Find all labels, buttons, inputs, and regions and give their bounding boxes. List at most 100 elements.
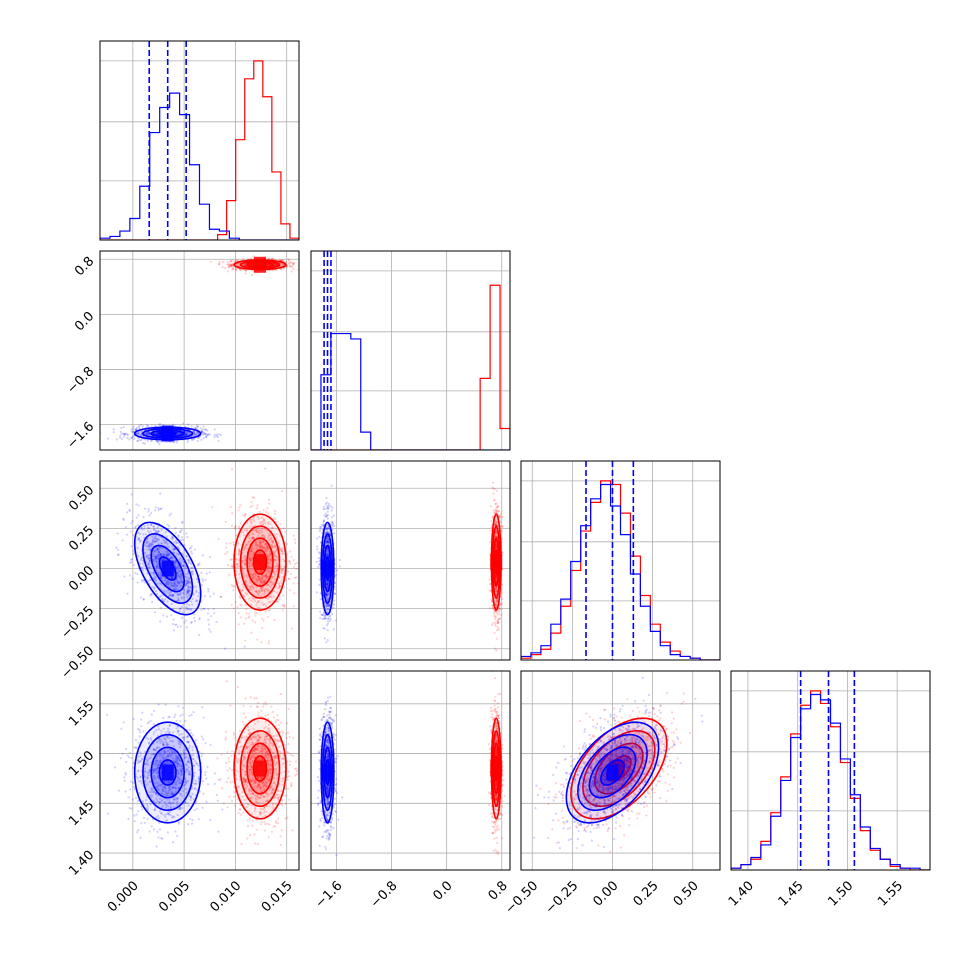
panel-2-1 xyxy=(310,460,511,661)
sample-point xyxy=(128,574,132,577)
sample-point xyxy=(132,428,135,431)
sample-point xyxy=(141,580,144,583)
sample-point xyxy=(274,517,277,520)
sample-point xyxy=(495,599,498,602)
sample-point xyxy=(498,515,501,518)
sample-point xyxy=(241,567,244,570)
sample-point xyxy=(148,543,151,546)
sample-point xyxy=(257,589,261,592)
sample-point xyxy=(258,531,261,535)
sample-point xyxy=(259,540,262,543)
sample-point xyxy=(258,517,261,520)
sample-point xyxy=(191,438,194,441)
sample-point xyxy=(141,528,144,531)
sample-point xyxy=(497,617,500,621)
sample-point xyxy=(265,575,268,578)
sample-point xyxy=(148,433,151,436)
sample-point xyxy=(187,432,190,435)
sample-point xyxy=(212,592,215,595)
sample-point xyxy=(165,580,169,583)
sample-point xyxy=(250,603,253,607)
sample-point xyxy=(194,585,198,588)
sample-point xyxy=(267,498,271,501)
sample-point xyxy=(154,534,157,537)
sample-point xyxy=(225,546,228,549)
sample-point xyxy=(175,585,179,588)
sample-point xyxy=(157,553,160,556)
sample-point xyxy=(230,268,234,271)
sample-point xyxy=(213,666,215,668)
sample-point xyxy=(209,595,212,598)
sample-point xyxy=(192,437,196,441)
sample-point xyxy=(151,600,154,604)
sample-point xyxy=(160,553,163,557)
sample-point xyxy=(282,263,286,267)
sample-point xyxy=(257,594,260,597)
sample-point xyxy=(190,425,193,428)
sample-point xyxy=(167,583,170,586)
sample-point xyxy=(282,263,286,266)
sample-point xyxy=(226,260,229,264)
sample-point xyxy=(324,515,328,518)
sample-point xyxy=(258,510,261,513)
sample-point xyxy=(303,262,305,264)
sample-point xyxy=(179,584,182,588)
sample-point xyxy=(257,592,260,595)
sample-point xyxy=(325,583,329,587)
sample-point xyxy=(129,530,132,533)
sample-point xyxy=(148,554,151,557)
sample-point xyxy=(148,432,151,436)
sample-point xyxy=(170,602,173,605)
sample-point xyxy=(137,538,140,541)
sample-point xyxy=(173,580,176,583)
sample-point xyxy=(275,263,279,266)
sample-point xyxy=(268,538,271,542)
sample-point xyxy=(292,268,295,271)
sample-point xyxy=(278,258,281,261)
sample-point xyxy=(126,436,129,439)
sample-point xyxy=(196,436,200,439)
sample-point xyxy=(254,542,257,545)
sample-point xyxy=(495,489,499,492)
sample-point xyxy=(184,567,187,570)
sample-point xyxy=(269,543,272,546)
sample-point xyxy=(154,535,157,538)
sample-point xyxy=(149,542,153,545)
sample-point xyxy=(152,576,155,579)
sample-point xyxy=(159,424,162,427)
sample-point xyxy=(235,563,238,566)
sample-point xyxy=(198,562,201,565)
sample-point xyxy=(178,593,181,597)
sample-point xyxy=(249,556,252,559)
sample-point xyxy=(142,598,146,601)
sample-point xyxy=(278,582,281,586)
sample-point xyxy=(193,613,196,616)
sample-point xyxy=(263,589,266,592)
sample-point xyxy=(189,608,192,611)
sample-point xyxy=(124,526,128,529)
sample-point xyxy=(154,506,157,509)
sample-point xyxy=(170,576,173,580)
sample-point xyxy=(155,549,158,552)
sample-point xyxy=(266,615,269,618)
sample-point xyxy=(263,575,266,578)
sample-point xyxy=(322,520,325,523)
sample-point xyxy=(207,623,211,626)
sample-point xyxy=(163,553,166,556)
sample-point xyxy=(155,557,158,561)
sample-point xyxy=(137,433,140,436)
sample-point xyxy=(499,617,502,620)
sample-point xyxy=(258,576,262,579)
sample-point xyxy=(151,538,154,541)
sample-point xyxy=(276,520,279,523)
sample-point xyxy=(232,543,236,546)
sample-point xyxy=(242,534,246,537)
sample-point xyxy=(278,585,282,588)
sample-point xyxy=(498,514,501,517)
sample-point xyxy=(252,496,255,499)
sample-point xyxy=(186,576,190,579)
sample-point xyxy=(262,593,266,596)
sample-point xyxy=(232,607,236,610)
sample-point xyxy=(235,267,238,271)
sample-point xyxy=(184,431,187,434)
